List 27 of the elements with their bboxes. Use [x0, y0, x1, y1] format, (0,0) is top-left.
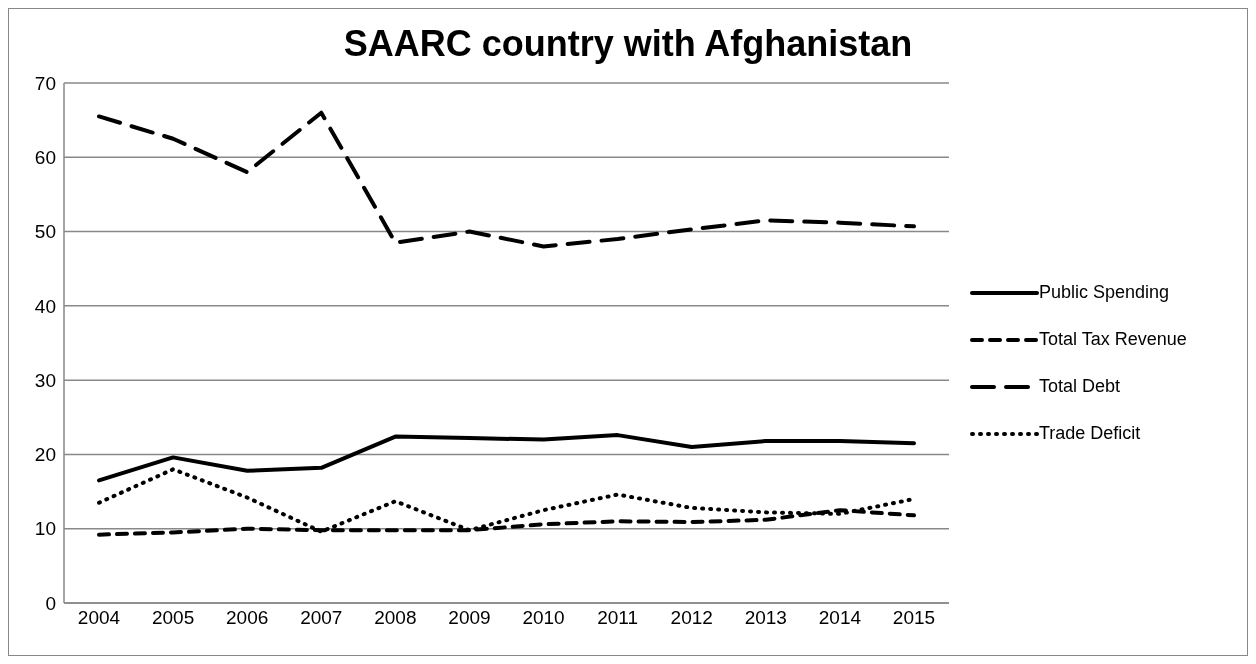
- x-tick-label: 2004: [77, 607, 121, 629]
- x-tick-label: 2012: [670, 607, 713, 629]
- line-series: [97, 433, 916, 483]
- y-tick-label: 70: [34, 72, 56, 94]
- x-tick-label: 2008: [374, 607, 417, 629]
- x-tick-label: 2011: [597, 607, 639, 629]
- legend-label: Total Tax Revenue: [1039, 329, 1187, 350]
- legend-label: Public Spending: [1039, 282, 1170, 303]
- y-tick-label: 0: [45, 592, 56, 614]
- y-tick-label: 40: [34, 295, 56, 317]
- x-tick-label: 2015: [892, 607, 936, 629]
- x-tick-label: 2010: [522, 607, 565, 629]
- y-tick-label: 30: [34, 369, 56, 391]
- x-tick-label: 2006: [226, 607, 269, 629]
- x-tick-label: 2007: [300, 607, 343, 629]
- y-tick-label: 10: [34, 518, 56, 540]
- y-tick-label: 50: [34, 221, 56, 243]
- x-tick-label: 2014: [818, 607, 862, 629]
- y-tick-label: 60: [34, 147, 56, 169]
- x-tick-label: 2005: [151, 607, 195, 629]
- x-tick-label: 2013: [744, 607, 787, 629]
- legend-label: Total Debt: [1039, 376, 1121, 397]
- line-series: [97, 110, 916, 249]
- x-tick-label: 2009: [448, 607, 491, 629]
- chart-title: SAARC country with Afghanistan: [342, 22, 914, 66]
- y-tick-label: 20: [34, 444, 56, 466]
- legend-label: Trade Deficit: [1039, 423, 1141, 444]
